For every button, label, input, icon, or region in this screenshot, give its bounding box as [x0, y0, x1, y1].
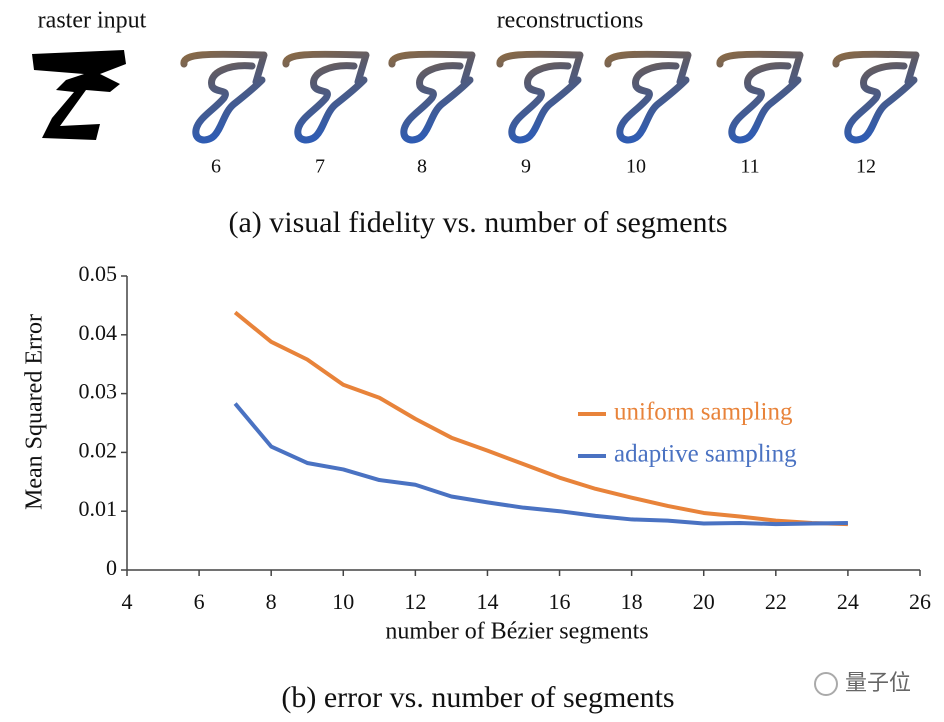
reconstruction: [608, 54, 688, 140]
reconstructions: [184, 54, 916, 140]
reconstruction: [184, 54, 264, 140]
segment-count: 6: [211, 156, 221, 178]
y-axis-label: Mean Squared Error: [22, 314, 48, 510]
reconstructions-label: reconstructions: [497, 8, 644, 34]
caption-a: (a) visual fidelity vs. number of segmen…: [228, 206, 727, 239]
reconstruction: [836, 54, 916, 140]
segment-count: 9: [521, 156, 531, 178]
x-tick-label: 14: [476, 589, 498, 614]
x-tick-label: 26: [909, 589, 931, 614]
watermark-icon: [814, 672, 838, 696]
input-label: raster input: [38, 8, 147, 34]
reconstruction: [720, 54, 800, 140]
x-tick-label: 24: [837, 589, 859, 614]
y-tick-label: 0.01: [79, 496, 118, 521]
segment-count: 12: [856, 156, 876, 178]
legend-label: uniform sampling: [614, 399, 793, 426]
y-tick-label: 0.02: [79, 437, 118, 462]
x-tick-label: 18: [621, 589, 643, 614]
x-tick-label: 22: [765, 589, 787, 614]
reconstruction: [286, 54, 366, 140]
x-tick-label: 10: [332, 589, 354, 614]
raster-seven: [32, 50, 126, 140]
x-tick-label: 8: [266, 589, 277, 614]
segment-count: 8: [417, 156, 427, 178]
series-line: [233, 402, 848, 527]
x-tick-label: 12: [404, 589, 426, 614]
segment-count: 7: [315, 156, 325, 178]
x-tick-label: 4: [122, 589, 133, 614]
y-tick-label: 0.03: [79, 379, 118, 404]
segment-count: 10: [626, 156, 646, 178]
x-tick-label: 20: [693, 589, 715, 614]
x-tick-label: 16: [549, 589, 571, 614]
segment-count: 11: [740, 156, 759, 178]
watermark: 量子位: [845, 671, 911, 696]
reconstruction: [392, 54, 472, 140]
reconstruction: [500, 54, 580, 140]
y-tick-label: 0.04: [79, 320, 118, 345]
series-line: [233, 310, 848, 527]
y-tick-label: 0: [106, 555, 117, 580]
x-tick-label: 6: [194, 589, 205, 614]
legend-label: adaptive sampling: [614, 441, 797, 468]
y-tick-label: 0.05: [79, 261, 118, 286]
x-axis-label: number of Bézier segments: [385, 619, 648, 645]
caption-b: (b) error vs. number of segments: [281, 681, 674, 714]
